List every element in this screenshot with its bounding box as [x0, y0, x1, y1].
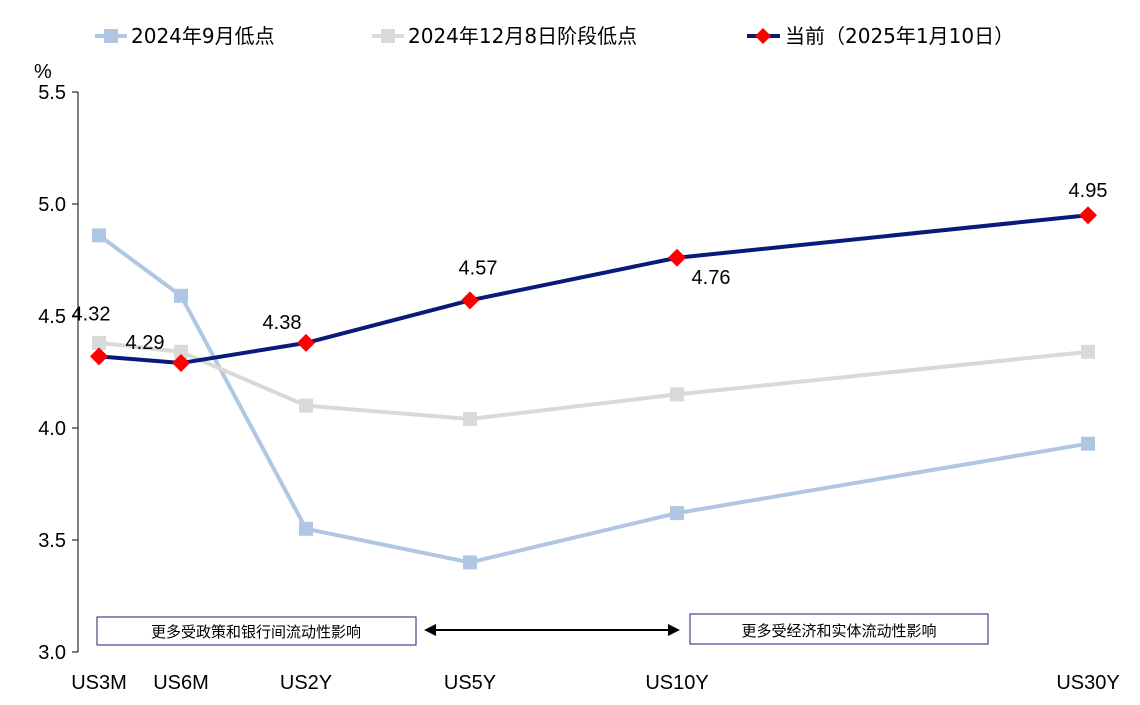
annotation-economy: 更多受经济和实体流动性影响: [689, 613, 989, 645]
legend-label-current: 当前（2025年1月10日）: [785, 24, 1014, 48]
series-point: [670, 506, 684, 521]
legend-item-sep-2024: 2024年9月低点: [95, 24, 275, 48]
series-point: [90, 347, 108, 366]
series-point: [1081, 344, 1095, 359]
series-point: [1081, 436, 1095, 451]
series-point: [670, 387, 684, 402]
legend-label-dec-2024: 2024年12月8日阶段低点: [408, 24, 637, 48]
series-2: [90, 206, 1097, 373]
x-tick-label: US10Y: [645, 672, 708, 694]
y-tick-label: 5.0: [38, 194, 66, 216]
annotation-policy-text: 更多受政策和银行间流动性影响: [151, 623, 361, 641]
data-label: 4.32: [72, 303, 111, 325]
series-point: [1079, 206, 1097, 225]
series-point: [668, 248, 686, 267]
x-tick-label: US6M: [153, 672, 209, 694]
legend-item-current: 当前（2025年1月10日）: [747, 24, 1014, 48]
y-tick-label: 3.5: [38, 530, 66, 552]
annotation-arrow: [424, 624, 680, 636]
series-point: [299, 398, 313, 413]
y-tick-label: 5.5: [38, 82, 66, 104]
series-point: [299, 521, 313, 536]
series-point: [172, 354, 190, 373]
series-point: [92, 228, 106, 243]
series-line: [98, 340, 1089, 422]
data-label: 4.38: [263, 312, 302, 334]
series-point: [174, 288, 188, 303]
series-layer: [90, 206, 1097, 570]
data-label: 4.95: [1069, 180, 1108, 202]
x-axis-ticks: US3M US6M US2Y US5Y US10Y US30Y: [71, 672, 1119, 694]
y-tick-label: 3.0: [38, 642, 66, 664]
y-axis-unit: %: [34, 61, 52, 83]
x-tick-label: US5Y: [444, 672, 496, 694]
series-line: [98, 213, 1089, 366]
annotation-policy: 更多受政策和银行间流动性影响: [96, 616, 417, 646]
series-point: [463, 412, 477, 427]
y-tick-label: 4.0: [38, 418, 66, 440]
annotation-economy-text: 更多受经济和实体流动性影响: [741, 622, 936, 640]
series-point: [174, 344, 188, 359]
series-line: [97, 233, 1089, 565]
series-point: [297, 333, 315, 352]
series-point: [461, 291, 479, 310]
legend-label-sep-2024: 2024年9月低点: [131, 24, 275, 48]
series-point: [92, 335, 106, 350]
series-point: [463, 555, 477, 570]
data-label: 4.57: [459, 257, 498, 279]
data-label: 4.29: [126, 332, 165, 354]
series-1: [92, 335, 1095, 427]
y-axis-ticks: 3.0 3.5 4.0 4.5 5.0 5.5: [38, 82, 78, 664]
legend-item-dec-2024: 2024年12月8日阶段低点: [372, 24, 637, 48]
series-0: [92, 228, 1095, 570]
x-tick-label: US2Y: [280, 672, 332, 694]
x-tick-label: US3M: [71, 672, 127, 694]
legend: 2024年9月低点 2024年12月8日阶段低点 当前（2025年1月10日）: [95, 24, 1014, 48]
data-labels-layer: 4.32 4.29 4.38 4.57 4.76 4.95: [72, 180, 1108, 354]
x-tick-label: US30Y: [1056, 672, 1119, 694]
y-tick-label: 4.5: [38, 306, 66, 328]
data-label: 4.76: [692, 267, 731, 289]
